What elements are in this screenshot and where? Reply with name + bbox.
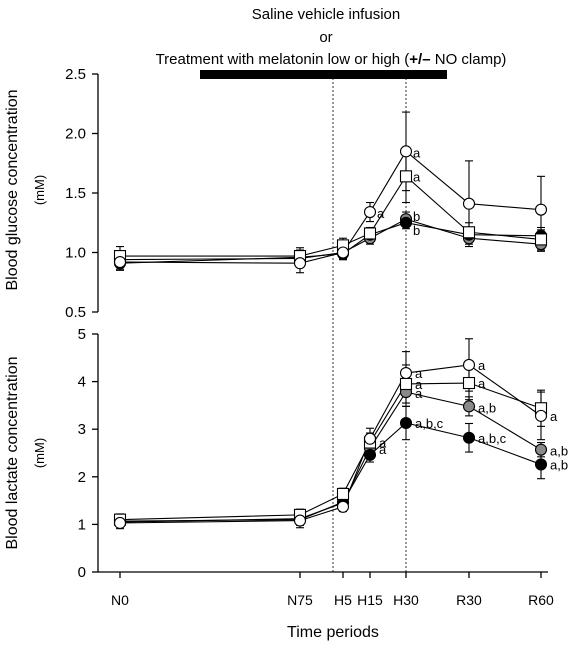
data-point-circle: [113, 516, 127, 530]
header-line-3-prefix: Treatment with melatonin low or high (: [156, 51, 410, 68]
y-tick-label: 1: [78, 516, 86, 533]
significance-label: b: [413, 223, 420, 238]
data-point-square: [534, 233, 548, 246]
data-point-circle: [293, 257, 307, 270]
data-point-circle: [363, 432, 377, 445]
data-point-circle: [363, 205, 377, 219]
significance-label: a: [379, 442, 387, 457]
treatment-bar: [200, 70, 447, 79]
header-line-3: Treatment with melatonin low or high (+/…: [156, 51, 507, 68]
lactate-yunit: (mM): [32, 438, 47, 468]
x-tick-label: H15: [357, 592, 383, 608]
data-point-circle: [293, 514, 307, 527]
lactate-ylabel: Blood lactate concentration: [4, 356, 21, 549]
data-point-circle: [399, 145, 413, 158]
series-line: [119, 222, 542, 264]
data-point-square: [399, 377, 413, 391]
data-point-square: [336, 487, 350, 500]
data-point-circle: [336, 500, 350, 513]
series-line: [119, 150, 542, 264]
y-tick-label: 0.5: [65, 304, 86, 321]
significance-label: a: [415, 366, 423, 381]
y-tick-label: 3: [78, 421, 86, 438]
data-point-circle: [462, 197, 476, 210]
lactate-ylabel-group: Blood lactate concentration: [4, 356, 21, 549]
glucose-ylabel: Blood glucose concentration: [4, 89, 21, 290]
data-point-circle: [462, 431, 476, 444]
data-point-circle: [534, 443, 548, 456]
data-point-circle: [399, 366, 413, 380]
data-point-circle: [399, 416, 413, 430]
series-line: [119, 218, 542, 261]
data-point-circle: [363, 448, 377, 461]
data-point-circle: [462, 400, 476, 413]
significance-label: a,b,c: [415, 416, 444, 431]
significance-label: a: [478, 376, 486, 391]
x-tick-label: N0: [111, 592, 129, 608]
x-axis-title: Time periods: [287, 624, 379, 641]
data-point-circle: [534, 409, 548, 422]
significance-label: a: [413, 145, 421, 160]
glucose-yunit-group: (mM): [32, 175, 47, 205]
glucose-y-ticks: 0.5 1.0 1.5 2.0 2.5: [65, 66, 98, 321]
x-tick-label: H5: [334, 592, 352, 608]
data-point-circle: [462, 358, 476, 371]
significance-label: a: [415, 377, 423, 392]
header-line-2: or: [319, 29, 332, 46]
data-point-square: [363, 227, 377, 240]
lactate-yunit-group: (mM): [32, 438, 47, 468]
y-tick-label: 2.5: [65, 66, 86, 83]
y-tick-label: 4: [78, 374, 86, 391]
y-tick-label: 2.0: [65, 126, 86, 143]
significance-label: a: [478, 358, 486, 373]
significance-label: a,b: [550, 457, 568, 472]
significance-label: a: [377, 206, 385, 221]
significance-label: a: [413, 169, 421, 184]
significance-label: a,b,c: [478, 431, 507, 446]
y-tick-label: 1.5: [65, 185, 86, 202]
data-point-circle: [399, 216, 413, 229]
lactate-y-ticks: 0 1 2 3 4 5: [78, 326, 98, 581]
header-line-1: Saline vehicle infusion: [252, 6, 400, 23]
header-line-3-bold: +/–: [409, 51, 430, 68]
x-tick-label: R60: [528, 592, 554, 608]
x-tick-label: N75: [287, 592, 313, 608]
data-point-circle: [113, 255, 127, 269]
x-tick-label: R30: [456, 592, 482, 608]
data-point-square: [462, 226, 476, 239]
data-point-square: [399, 170, 413, 183]
significance-label: a: [379, 436, 387, 451]
x-tick-label: H30: [393, 592, 419, 608]
y-tick-label: 5: [78, 326, 86, 343]
significance-label: a: [550, 409, 558, 424]
glucose-yunit: (mM): [32, 175, 47, 205]
data-point-circle: [336, 246, 350, 259]
series-line: [120, 175, 542, 257]
header-line-3-suffix: NO clamp): [431, 51, 507, 68]
x-ticks: N0 N75 H5 H15 H30 R30 R60: [111, 572, 554, 608]
data-point-circle: [534, 458, 548, 471]
glucose-ylabel-group: Blood glucose concentration: [4, 89, 21, 290]
data-point-circle: [534, 203, 548, 216]
y-tick-label: 0: [78, 564, 86, 581]
significance-label: a,b: [550, 444, 568, 459]
y-tick-label: 2: [78, 469, 86, 486]
y-tick-label: 1.0: [65, 245, 86, 262]
data-point-square: [462, 376, 476, 390]
significance-label: b: [413, 209, 420, 224]
significance-label: a: [415, 386, 423, 401]
significance-label: a,b: [478, 400, 496, 415]
